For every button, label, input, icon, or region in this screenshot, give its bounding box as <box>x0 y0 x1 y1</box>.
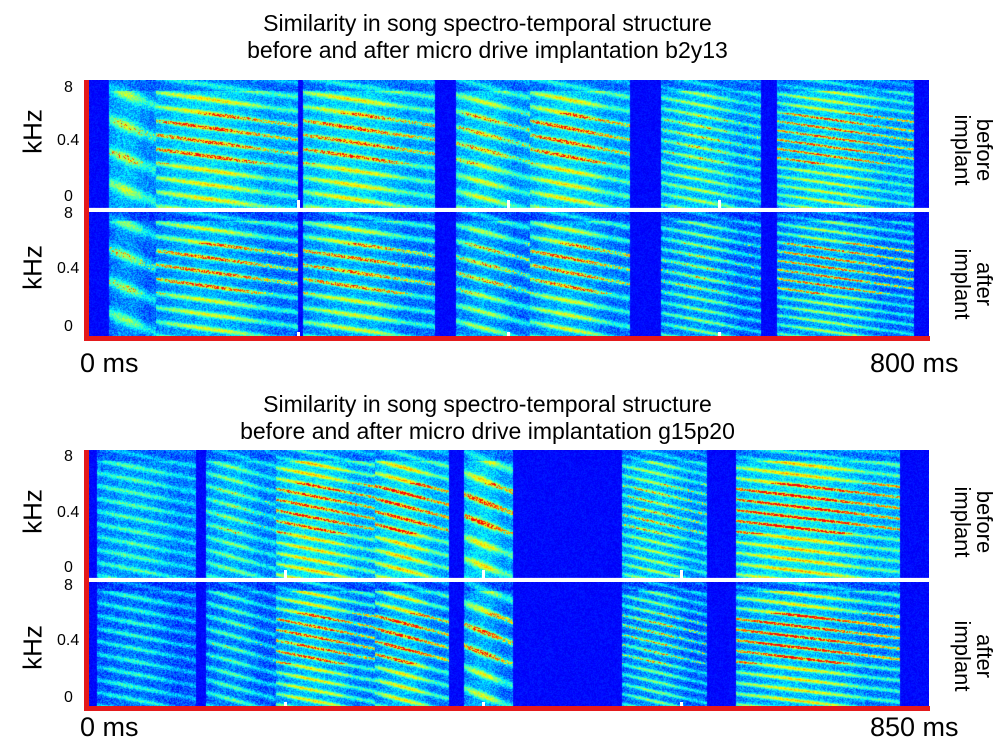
x-end-label: 850 ms <box>870 712 959 742</box>
row-separator <box>87 578 929 582</box>
chart-title: Similarity in song spectro-temporal stru… <box>263 391 712 417</box>
y-axis-label: kHz <box>17 625 48 670</box>
y-tick-label: 0 <box>64 188 73 205</box>
segment-marker <box>680 570 684 582</box>
y-tick-label: 8 <box>64 79 73 96</box>
y-axis-label: kHz <box>17 109 48 154</box>
y-axis-label: kHz <box>17 245 48 290</box>
y-tick-label: 0 <box>64 689 73 706</box>
y-tick-label: 0.4 <box>57 632 80 649</box>
row-label-after: after implant <box>950 248 997 320</box>
x-end-label: 800 ms <box>870 348 959 378</box>
y-axis-label: kHz <box>17 489 48 534</box>
row-label-after: after implant <box>950 620 997 692</box>
x-start-label: 0 ms <box>80 712 139 742</box>
x-start-label: 0 ms <box>80 348 139 378</box>
y-tick-label: 8 <box>64 205 73 222</box>
segment-marker <box>296 200 300 212</box>
y-tick-label: 0.4 <box>57 504 80 521</box>
y-tick-label: 8 <box>64 448 73 465</box>
row-label-before: before implant <box>950 486 997 558</box>
y-axis-line <box>84 450 89 710</box>
row-label-before: before implant <box>950 114 997 186</box>
segment-marker <box>284 570 288 582</box>
chart-title: Similarity in song spectro-temporal stru… <box>263 10 712 36</box>
segment-marker <box>482 570 486 582</box>
y-axis-line <box>84 80 89 340</box>
y-tick-label: 0 <box>64 318 73 335</box>
y-tick-label: 0 <box>64 559 73 576</box>
x-axis-line <box>84 706 930 711</box>
y-tick-label: 0.4 <box>57 260 80 277</box>
chart-subtitle: before and after micro drive implantatio… <box>247 37 728 63</box>
chart-subtitle: before and after micro drive implantatio… <box>240 418 735 444</box>
segment-marker <box>717 200 721 212</box>
y-tick-label: 8 <box>64 577 73 594</box>
y-tick-label: 0.4 <box>57 132 80 149</box>
x-axis-line <box>84 336 930 341</box>
segment-marker <box>507 200 510 212</box>
